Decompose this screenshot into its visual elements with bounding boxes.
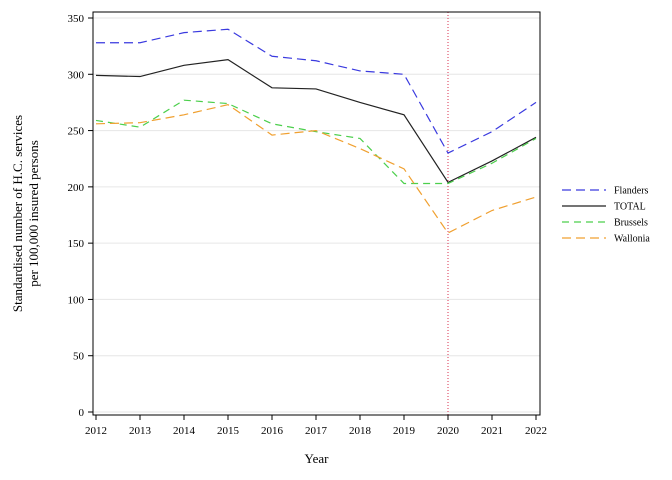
- legend: Flanders TOTAL Brussels Wallonia: [562, 186, 650, 245]
- y-axis-title-line-2: per 100,000 insured persons: [26, 140, 41, 287]
- y-tick-label: 250: [68, 126, 85, 138]
- x-tick-label: 2015: [217, 425, 240, 437]
- x-tick-label: 2012: [85, 425, 107, 437]
- x-tick-label: 2021: [481, 425, 503, 437]
- legend-label-total: TOTAL: [614, 202, 646, 213]
- series-line-total: [95, 59, 537, 184]
- legend-label-wallonia: Wallonia: [614, 234, 650, 245]
- y-tick-label: 50: [73, 351, 85, 363]
- y-tick-label: 350: [68, 13, 85, 25]
- legend-label-brussels: Brussels: [614, 218, 648, 229]
- y-tick-label: 300: [68, 69, 85, 81]
- y-axis-title: Standardised number of H.C. services per…: [10, 115, 41, 312]
- x-axis-title: Year: [305, 451, 330, 466]
- y-axis-ticks: 0 50 100 150 200 250 300 350: [68, 13, 93, 419]
- x-tick-label: 2013: [129, 425, 152, 437]
- y-tick-label: 0: [79, 407, 85, 419]
- x-tick-label: 2019: [393, 425, 416, 437]
- x-tick-label: 2017: [305, 425, 328, 437]
- plot-frame: [92, 11, 541, 416]
- x-tick-label: 2020: [437, 425, 460, 437]
- series-line-flanders: [96, 28, 537, 154]
- legend-label-flanders: Flanders: [614, 186, 649, 197]
- x-tick-label: 2018: [349, 425, 372, 437]
- x-tick-label: 2016: [261, 425, 284, 437]
- series-line-brussels: [95, 99, 537, 185]
- series-lines: [95, 28, 537, 234]
- y-tick-label: 150: [68, 238, 85, 250]
- x-tick-label: 2022: [525, 425, 547, 437]
- y-tick-label: 100: [68, 294, 85, 306]
- gridlines: [93, 17, 540, 413]
- y-axis-title-line-1: Standardised number of H.C. services: [10, 115, 25, 312]
- series-line-wallonia: [95, 104, 537, 234]
- x-tick-label: 2014: [173, 425, 196, 437]
- x-axis-ticks: 2012 2013 2014 2015 2016 2017 2018 2019 2020 2021…: [85, 415, 547, 437]
- y-tick-label: 200: [68, 182, 85, 194]
